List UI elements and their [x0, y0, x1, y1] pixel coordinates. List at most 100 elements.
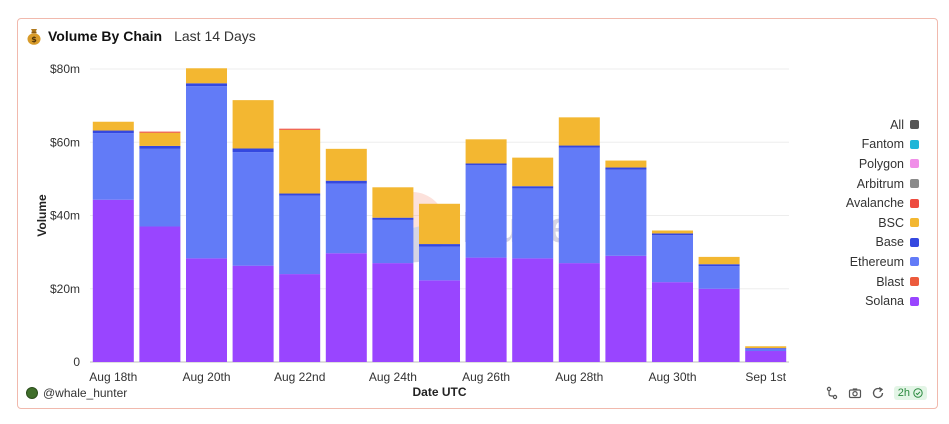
- y-tick-label: $60m: [50, 135, 80, 149]
- legend-item-blast[interactable]: Blast: [769, 272, 919, 292]
- bar-segment-base: [185, 83, 228, 87]
- bar-segment-base: [465, 163, 507, 166]
- y-tick-label: 0: [73, 355, 80, 369]
- x-tick-label: Aug 26th: [462, 370, 510, 384]
- legend-label: Avalanche: [845, 196, 904, 211]
- bar-segment-solana: [745, 351, 787, 362]
- bar-segment-solana: [418, 280, 461, 362]
- x-tick-label: Aug 22nd: [274, 370, 325, 384]
- legend-label: Solana: [865, 294, 904, 309]
- legend-label: Arbitrum: [856, 176, 904, 191]
- legend-swatch: [910, 277, 919, 287]
- bar-segment-bsc: [325, 148, 367, 181]
- refresh-age: 2h: [897, 387, 910, 399]
- bar-segment-bsc: [92, 121, 134, 131]
- bar-segment-avalanche: [139, 131, 181, 133]
- legend-swatch: [910, 179, 919, 189]
- chart-title: Volume By Chain: [48, 28, 163, 44]
- chart-legend: All Fantom Polygon Arbitrum Avalanche BSC Base…: [769, 115, 919, 311]
- bar-segment-ethereum: [232, 152, 274, 266]
- bar-segment-base: [698, 264, 740, 267]
- bar-segment-bsc: [512, 157, 554, 187]
- bar-segment-base: [558, 145, 600, 148]
- legend-swatch: [910, 120, 919, 130]
- bar-segment-base: [745, 348, 787, 349]
- camera-icon[interactable]: [848, 386, 862, 400]
- x-tick-label: Sep 1st: [745, 370, 786, 384]
- chart-actions: 2h: [825, 386, 927, 400]
- bar-segment-ethereum: [605, 169, 647, 256]
- x-tick-label: Aug 28th: [555, 370, 603, 384]
- bar-segment-ethereum: [698, 266, 740, 289]
- legend-label: Polygon: [858, 156, 904, 171]
- bar-segment-ethereum: [325, 183, 367, 254]
- x-tick-label: Aug 20th: [182, 370, 230, 384]
- legend-swatch: [910, 159, 919, 169]
- bar-segment-ethereum: [651, 235, 694, 283]
- x-tick-label: Aug 24th: [369, 370, 417, 384]
- bar-segment-base: [651, 233, 694, 236]
- legend-swatch: [910, 296, 919, 306]
- author-credit[interactable]: @whale_hunter: [26, 386, 127, 400]
- bar-segment-base: [325, 180, 367, 184]
- bar-segment-solana: [185, 258, 228, 362]
- bar-segment-ethereum: [558, 147, 600, 264]
- bar-segment-bsc: [745, 346, 787, 349]
- legend-swatch: [910, 198, 919, 208]
- bar-segment-bsc: [418, 203, 461, 245]
- bar-segment-solana: [279, 274, 321, 362]
- bar-segment-solana: [512, 258, 554, 362]
- bar-segment-ethereum: [745, 348, 787, 352]
- y-tick-label: $20m: [50, 282, 80, 296]
- legend-swatch: [910, 257, 919, 267]
- legend-item-bsc[interactable]: BSC: [769, 213, 919, 233]
- legend-item-all[interactable]: All: [769, 115, 919, 135]
- legend-item-base[interactable]: Base: [769, 233, 919, 253]
- legend-swatch: [910, 139, 919, 149]
- bar-segment-bsc: [279, 129, 321, 194]
- legend-item-avalanche[interactable]: Avalanche: [769, 193, 919, 213]
- bar-segment-bsc: [465, 139, 507, 164]
- bar-segment-ethereum: [139, 148, 181, 227]
- bar-segment-base: [92, 130, 134, 134]
- bar-segment-bsc: [139, 132, 181, 146]
- bar-segment-solana: [465, 257, 507, 362]
- bar-segment-ethereum: [372, 219, 414, 264]
- legend-label: Ethereum: [849, 254, 904, 269]
- bar-segment-bsc: [232, 100, 274, 149]
- bar-segment-ethereum: [185, 86, 228, 259]
- x-tick-label: Aug 18th: [89, 370, 137, 384]
- bar-segment-bsc: [698, 256, 740, 265]
- legend-swatch: [910, 218, 919, 228]
- avatar: [26, 387, 38, 399]
- bar-segment-bsc: [558, 117, 600, 146]
- x-axis-title: Date UTC: [412, 385, 466, 399]
- legend-item-polygon[interactable]: Polygon: [769, 154, 919, 174]
- y-axis-title: Volume: [35, 194, 49, 237]
- bar-segment-ethereum: [512, 188, 554, 259]
- legend-item-arbitrum[interactable]: Arbitrum: [769, 174, 919, 194]
- legend-label: Fantom: [861, 137, 904, 152]
- bar-segment-bsc: [651, 230, 694, 234]
- svg-text:$: $: [31, 35, 37, 44]
- bar-segment-solana: [372, 263, 414, 362]
- bar-segment-base: [418, 244, 461, 247]
- bar-segment-bsc: [185, 68, 228, 84]
- legend-item-solana[interactable]: Solana: [769, 291, 919, 311]
- refresh-age-badge[interactable]: 2h: [893, 386, 927, 400]
- bar-segment-base: [605, 167, 647, 170]
- bar-segment-solana: [139, 226, 181, 362]
- bar-segment-ethereum: [418, 246, 461, 281]
- legend-item-fantom[interactable]: Fantom: [769, 135, 919, 155]
- refresh-icon[interactable]: [871, 386, 885, 400]
- legend-label: Base: [875, 235, 905, 250]
- fork-icon[interactable]: [825, 386, 839, 400]
- money-bag-icon: $: [27, 29, 41, 45]
- legend-item-ethereum[interactable]: Ethereum: [769, 252, 919, 272]
- bar-segment-solana: [651, 282, 694, 362]
- chart-subtitle: Last 14 Days: [174, 28, 256, 44]
- legend-swatch: [910, 237, 919, 247]
- bar-segment-ethereum: [465, 165, 507, 258]
- legend-label: BSC: [878, 215, 904, 230]
